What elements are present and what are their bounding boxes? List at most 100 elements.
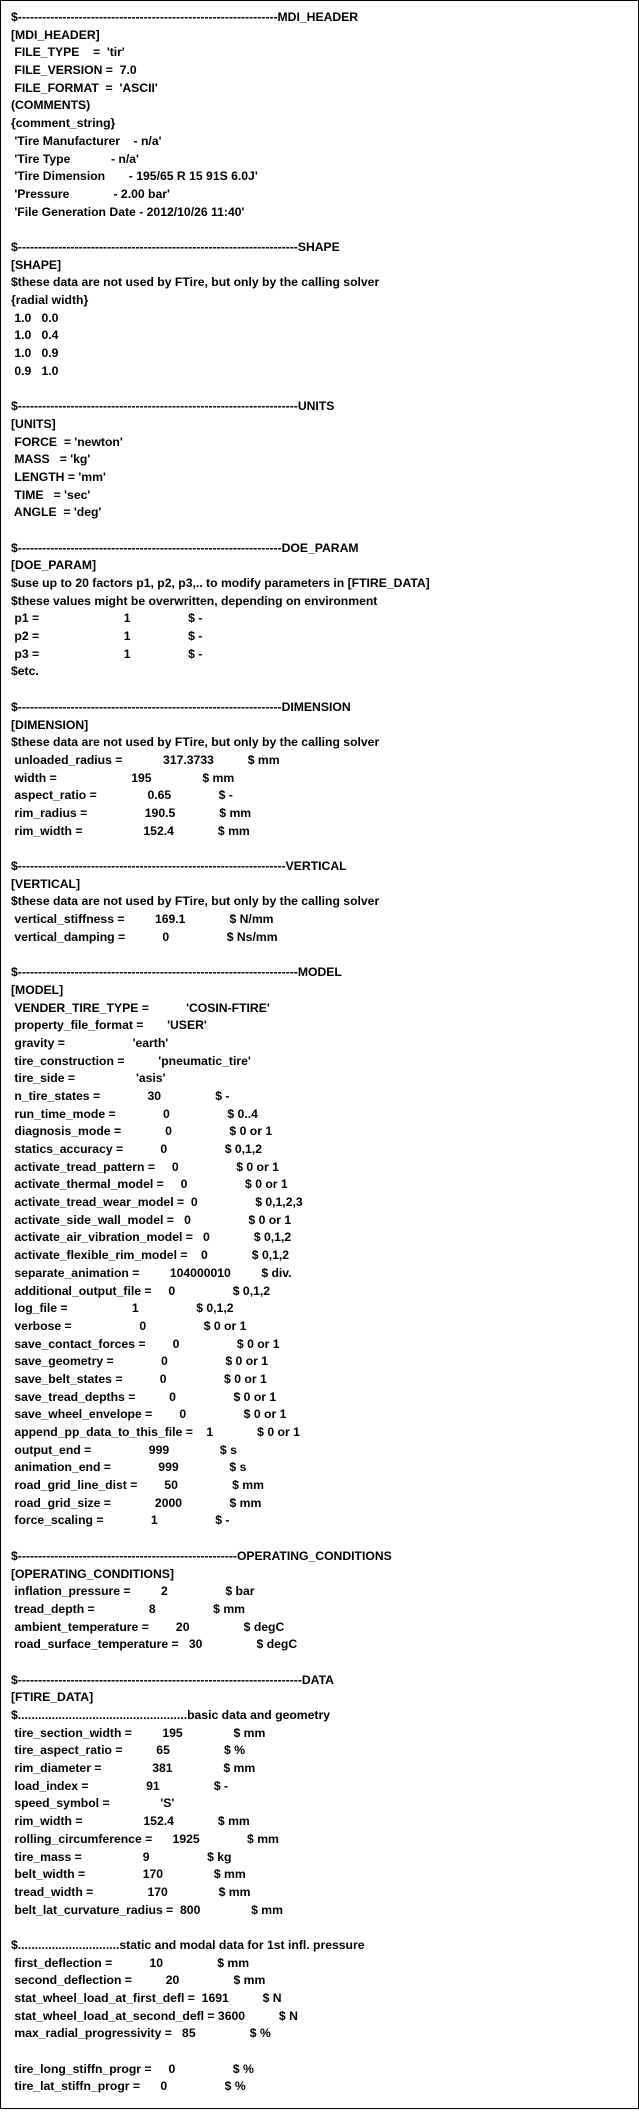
config-line: FILE_FORMAT = 'ASCII' — [11, 80, 628, 98]
config-line: vertical_stiffness = 169.1 $ N/mm — [11, 911, 628, 929]
config-line: p2 = 1 $ - — [11, 628, 628, 646]
config-line: 'File Generation Date - 2012/10/26 11:40… — [11, 204, 628, 222]
config-line: [VERTICAL] — [11, 876, 628, 894]
config-line — [11, 380, 628, 398]
config-line: $---------------------------------------… — [11, 964, 628, 982]
config-line: statics_accuracy = 0 $ 0,1,2 — [11, 1141, 628, 1159]
config-line — [11, 840, 628, 858]
config-line: separate_animation = 104000010 $ div. — [11, 1265, 628, 1283]
config-line: activate_air_vibration_model = 0 $ 0,1,2 — [11, 1229, 628, 1247]
config-line: tire_aspect_ratio = 65 $ % — [11, 1742, 628, 1760]
config-line: vertical_damping = 0 $ Ns/mm — [11, 929, 628, 947]
tire-config-file: $---------------------------------------… — [0, 0, 639, 2109]
config-line: 'Tire Dimension - 195/65 R 15 91S 6.0J' — [11, 168, 628, 186]
config-line: aspect_ratio = 0.65 $ - — [11, 787, 628, 805]
config-line: rim_width = 152.4 $ mm — [11, 823, 628, 841]
config-line: gravity = 'earth' — [11, 1035, 628, 1053]
config-line: save_wheel_envelope = 0 $ 0 or 1 — [11, 1406, 628, 1424]
config-line: tire_section_width = 195 $ mm — [11, 1725, 628, 1743]
config-line: force_scaling = 1 $ - — [11, 1512, 628, 1530]
config-line: belt_width = 170 $ mm — [11, 1866, 628, 1884]
config-line: activate_flexible_rim_model = 0 $ 0,1,2 — [11, 1247, 628, 1265]
config-line: diagnosis_mode = 0 $ 0 or 1 — [11, 1123, 628, 1141]
config-line: $these data are not used by FTire, but o… — [11, 893, 628, 911]
config-line: MASS = 'kg' — [11, 451, 628, 469]
config-line — [11, 1530, 628, 1548]
config-line: $---------------------------------------… — [11, 398, 628, 416]
config-line: [MDI_HEADER] — [11, 27, 628, 45]
config-line: output_end = 999 $ s — [11, 1442, 628, 1460]
config-line: save_belt_states = 0 $ 0 or 1 — [11, 1371, 628, 1389]
config-line — [11, 946, 628, 964]
config-line: verbose = 0 $ 0 or 1 — [11, 1318, 628, 1336]
config-line: rim_radius = 190.5 $ mm — [11, 805, 628, 823]
config-line: $use up to 20 factors p1, p2, p3,.. to m… — [11, 575, 628, 593]
config-line: $---------------------------------------… — [11, 239, 628, 257]
config-line — [11, 681, 628, 699]
config-line: [MODEL] — [11, 982, 628, 1000]
config-line — [11, 1654, 628, 1672]
config-line: 1.0 0.0 — [11, 310, 628, 328]
config-line: save_geometry = 0 $ 0 or 1 — [11, 1353, 628, 1371]
config-line: additional_output_file = 0 $ 0,1,2 — [11, 1283, 628, 1301]
config-line: load_index = 91 $ - — [11, 1778, 628, 1796]
config-line: activate_tread_wear_model = 0 $ 0,1,2,3 — [11, 1194, 628, 1212]
config-line: FILE_VERSION = 7.0 — [11, 62, 628, 80]
config-line: second_deflection = 20 $ mm — [11, 1972, 628, 1990]
config-line: $---------------------------------------… — [11, 540, 628, 558]
config-line: $---------------------------------------… — [11, 9, 628, 27]
config-line: tire_long_stiffn_progr = 0 $ % — [11, 2061, 628, 2079]
config-line: $these data are not used by FTire, but o… — [11, 274, 628, 292]
config-line: VENDER_TIRE_TYPE = 'COSIN-FTIRE' — [11, 1000, 628, 1018]
config-line: tire_mass = 9 $ kg — [11, 1849, 628, 1867]
config-line: log_file = 1 $ 0,1,2 — [11, 1300, 628, 1318]
config-line: rolling_circumference = 1925 $ mm — [11, 1831, 628, 1849]
config-line: n_tire_states = 30 $ - — [11, 1088, 628, 1106]
config-line: animation_end = 999 $ s — [11, 1459, 628, 1477]
config-line: tire_construction = 'pneumatic_tire' — [11, 1053, 628, 1071]
config-line: $these values might be overwritten, depe… — [11, 593, 628, 611]
config-line: rim_width = 152.4 $ mm — [11, 1813, 628, 1831]
config-line: [DOE_PARAM] — [11, 557, 628, 575]
config-line: road_grid_line_dist = 50 $ mm — [11, 1477, 628, 1495]
config-line: {comment_string} — [11, 115, 628, 133]
config-line: FILE_TYPE = 'tir' — [11, 44, 628, 62]
config-line: rim_diameter = 381 $ mm — [11, 1760, 628, 1778]
config-line: speed_symbol = 'S' — [11, 1795, 628, 1813]
config-line: stat_wheel_load_at_second_defl = 3600 $ … — [11, 2008, 628, 2026]
config-line: road_surface_temperature = 30 $ degC — [11, 1636, 628, 1654]
config-line: $..............................static an… — [11, 1937, 628, 1955]
config-line: activate_tread_pattern = 0 $ 0 or 1 — [11, 1159, 628, 1177]
config-line: 1.0 0.4 — [11, 327, 628, 345]
config-line: tread_width = 170 $ mm — [11, 1884, 628, 1902]
config-line: inflation_pressure = 2 $ bar — [11, 1583, 628, 1601]
config-line: append_pp_data_to_this_file = 1 $ 0 or 1 — [11, 1424, 628, 1442]
config-line: $---------------------------------------… — [11, 858, 628, 876]
config-line: save_tread_depths = 0 $ 0 or 1 — [11, 1389, 628, 1407]
config-line: save_contact_forces = 0 $ 0 or 1 — [11, 1336, 628, 1354]
config-line: $---------------------------------------… — [11, 1548, 628, 1566]
config-line: first_deflection = 10 $ mm — [11, 1955, 628, 1973]
config-line: ambient_temperature = 20 $ degC — [11, 1619, 628, 1637]
config-line: p1 = 1 $ - — [11, 610, 628, 628]
config-line: [DIMENSION] — [11, 717, 628, 735]
config-line: 0.9 1.0 — [11, 363, 628, 381]
config-line: $.......................................… — [11, 1707, 628, 1725]
config-line: (COMMENTS) — [11, 97, 628, 115]
config-line: run_time_mode = 0 $ 0..4 — [11, 1106, 628, 1124]
config-line: ANGLE = 'deg' — [11, 504, 628, 522]
config-line: 1.0 0.9 — [11, 345, 628, 363]
config-line: [FTIRE_DATA] — [11, 1689, 628, 1707]
config-line: $---------------------------------------… — [11, 1672, 628, 1690]
config-line: [UNITS] — [11, 416, 628, 434]
config-line: road_grid_size = 2000 $ mm — [11, 1495, 628, 1513]
config-line: belt_lat_curvature_radius = 800 $ mm — [11, 1902, 628, 1920]
config-line: {radial width} — [11, 292, 628, 310]
config-line: 'Tire Type - n/a' — [11, 151, 628, 169]
config-line: 'Tire Manufacturer - n/a' — [11, 133, 628, 151]
config-line: tread_depth = 8 $ mm — [11, 1601, 628, 1619]
config-line: activate_side_wall_model = 0 $ 0 or 1 — [11, 1212, 628, 1230]
config-line: p3 = 1 $ - — [11, 646, 628, 664]
config-line: stat_wheel_load_at_first_defl = 1691 $ N — [11, 1990, 628, 2008]
config-line: $---------------------------------------… — [11, 699, 628, 717]
